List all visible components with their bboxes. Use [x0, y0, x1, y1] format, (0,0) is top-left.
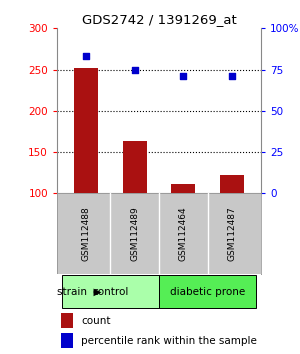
Text: count: count	[82, 316, 111, 326]
Bar	[61, 313, 73, 328]
Text: control: control	[92, 287, 129, 297]
Point	[230, 73, 234, 79]
Title: GDS2742 / 1391269_at: GDS2742 / 1391269_at	[82, 13, 236, 26]
Text: GSM112488: GSM112488	[82, 206, 91, 261]
Text: GSM112464: GSM112464	[179, 206, 188, 261]
Point	[84, 53, 88, 59]
Bar	[61, 333, 73, 348]
Point	[132, 67, 137, 72]
Text: percentile rank within the sample: percentile rank within the sample	[82, 336, 257, 346]
Text: GSM112487: GSM112487	[227, 206, 236, 261]
Bar	[74, 68, 98, 193]
Bar	[171, 184, 195, 193]
Text: diabetic prone: diabetic prone	[170, 287, 245, 297]
Text: GSM112489: GSM112489	[130, 206, 139, 261]
Bar	[159, 275, 256, 308]
Bar	[123, 141, 147, 193]
Point	[181, 73, 186, 79]
Bar	[62, 275, 159, 308]
Bar	[220, 175, 244, 193]
Text: strain  ▶: strain ▶	[58, 287, 102, 297]
